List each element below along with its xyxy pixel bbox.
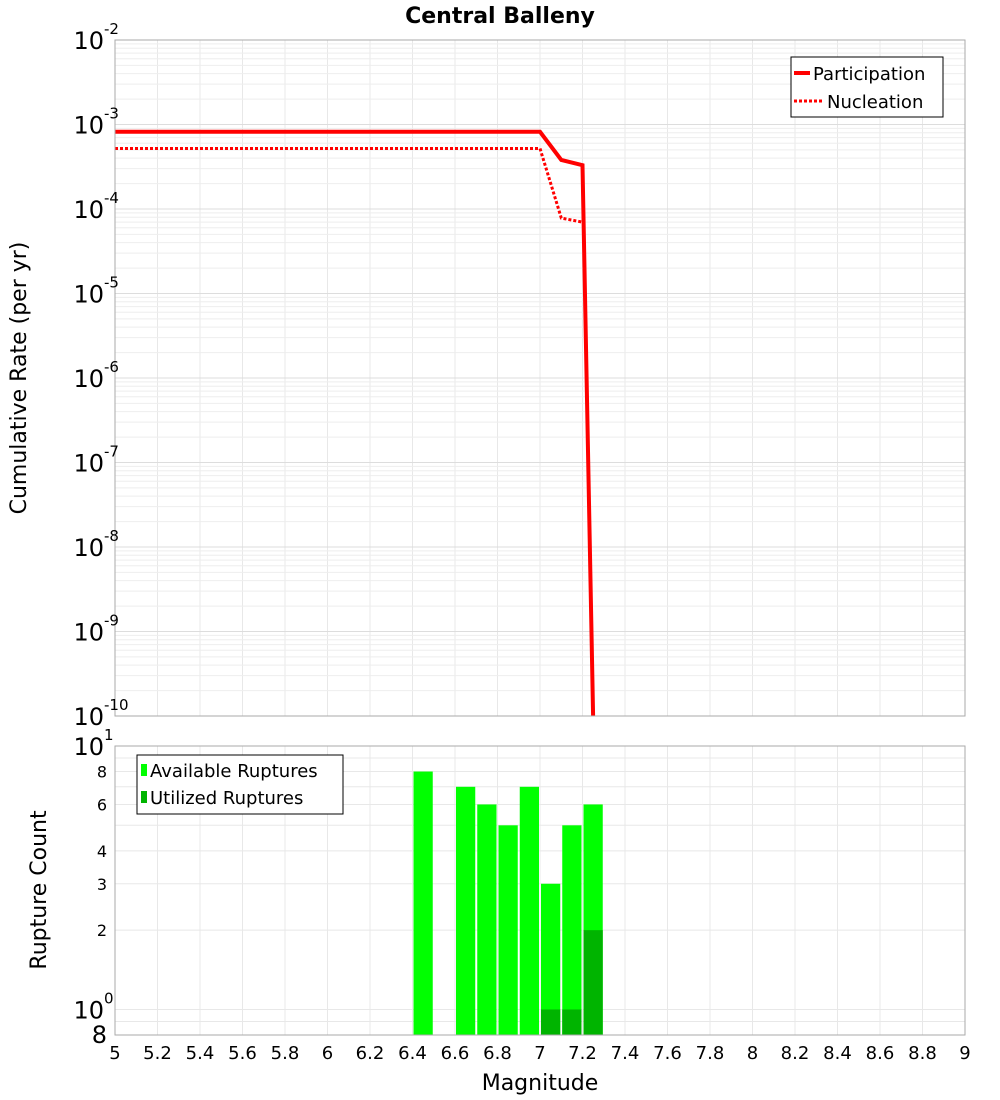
rupture-plot-ylabel: Rupture Count xyxy=(27,810,52,970)
y-tick-label: 6 xyxy=(97,795,107,814)
rate-plot-series xyxy=(115,129,596,716)
x-tick-label: 7.6 xyxy=(653,1043,682,1064)
x-tick-label: 7.2 xyxy=(568,1043,597,1064)
y-tick-label: 10 xyxy=(73,27,104,55)
y-tick-label: 8 xyxy=(97,763,107,782)
y-tick-label: 10 xyxy=(73,281,104,309)
x-tick-label: 8.8 xyxy=(908,1043,937,1064)
y-tick-exponent: 0 xyxy=(104,989,114,1007)
bar-available-ruptures xyxy=(456,786,476,1035)
rate-plot-frame xyxy=(114,39,966,717)
x-tick-label: 8.4 xyxy=(823,1043,852,1064)
bar-available-ruptures xyxy=(562,825,582,1035)
y-tick-exponent: -10 xyxy=(104,696,129,714)
series-line-participation xyxy=(115,129,596,716)
bar-available-ruptures xyxy=(498,825,518,1035)
y-tick-exponent: 1 xyxy=(104,726,114,744)
y-tick-exponent: -8 xyxy=(104,527,119,545)
x-tick-label: 5 xyxy=(109,1043,120,1064)
rupture-plot-frame xyxy=(114,745,966,1036)
x-tick-label: 6.4 xyxy=(398,1043,427,1064)
rate-plot-grid xyxy=(114,40,966,717)
y-tick-label: 10 xyxy=(73,703,104,731)
y-tick-exponent: -6 xyxy=(104,358,119,376)
legend-box-ruptures xyxy=(136,754,344,815)
y-tick-label: 10 xyxy=(73,112,104,140)
legend-swatch-utilized xyxy=(141,791,147,803)
legend-box xyxy=(790,56,944,118)
y-tick-label: 10 xyxy=(73,450,104,478)
chart-title: Central Balleny xyxy=(405,4,595,29)
x-tick-label: 7 xyxy=(534,1043,545,1064)
x-axis-ticks: 5 5.2 5.4 5.6 5.8 6 6.2 6.4 6.6 6.8 7 7.2 7.4 7.6 7.8 8… xyxy=(109,1043,970,1064)
y-tick-exponent: -3 xyxy=(104,105,119,123)
series-line-nucleation xyxy=(115,147,583,224)
y-tick-exponent: -9 xyxy=(104,612,119,630)
rupture-plot-legend: Available Ruptures Utilized Ruptures xyxy=(136,754,344,815)
bar-utilized-ruptures xyxy=(583,930,603,1035)
x-tick-label: 6.8 xyxy=(483,1043,512,1064)
x-tick-label: 7.8 xyxy=(696,1043,725,1064)
legend-label-participation: Participation xyxy=(813,64,925,85)
x-tick-label: 6 xyxy=(322,1043,333,1064)
legend-swatch-available xyxy=(141,764,147,776)
legend-label-nucleation: Nucleation xyxy=(827,92,923,113)
bar-available-ruptures xyxy=(413,771,433,1035)
x-tick-label: 8.2 xyxy=(781,1043,810,1064)
x-axis-label: Magnitude xyxy=(482,1071,599,1096)
bar-available-ruptures xyxy=(477,804,497,1035)
x-tick-label: 6.6 xyxy=(441,1043,470,1064)
x-tick-label: 5.8 xyxy=(271,1043,300,1064)
x-tick-label: 9 xyxy=(959,1043,970,1064)
y-tick-label: 2 xyxy=(97,921,107,940)
rate-plot-panel: 10-210-310-410-510-610-710-810-910-10 Cu… xyxy=(7,20,966,731)
bar-utilized-ruptures xyxy=(541,1009,561,1035)
y-tick-label: 10 xyxy=(73,619,104,647)
y-tick-label: 4 xyxy=(97,842,107,861)
legend-label-available: Available Ruptures xyxy=(150,761,318,782)
y-tick-label: 10 xyxy=(73,365,104,393)
rate-plot-y-ticks: 10-210-310-410-510-610-710-810-910-10 xyxy=(73,20,128,731)
y-tick-label: 8 xyxy=(92,1021,107,1049)
legend-label-utilized: Utilized Ruptures xyxy=(150,788,303,809)
x-tick-label: 5.2 xyxy=(143,1043,172,1064)
y-tick-label: 3 xyxy=(97,875,107,894)
x-tick-label: 5.4 xyxy=(186,1043,215,1064)
x-tick-label: 5.6 xyxy=(228,1043,257,1064)
x-tick-label: 8 xyxy=(747,1043,758,1064)
y-tick-label: 10 xyxy=(73,733,104,761)
y-tick-exponent: -5 xyxy=(104,274,119,292)
y-tick-label: 10 xyxy=(73,196,104,224)
y-tick-exponent: -4 xyxy=(104,189,119,207)
bar-utilized-ruptures xyxy=(562,1009,582,1035)
rate-plot-ylabel: Cumulative Rate (per yr) xyxy=(7,242,32,515)
y-tick-exponent: -7 xyxy=(104,443,119,461)
bar-available-ruptures xyxy=(519,786,539,1035)
rupture-plot-bars xyxy=(413,771,603,1035)
rate-plot-legend: Participation Nucleation xyxy=(790,56,944,118)
y-tick-label: 10 xyxy=(73,534,104,562)
bar-available-ruptures xyxy=(541,883,561,1035)
y-tick-label: 10 xyxy=(73,996,104,1024)
y-tick-exponent: -2 xyxy=(104,20,119,38)
x-tick-label: 7.4 xyxy=(611,1043,640,1064)
x-tick-label: 6.2 xyxy=(356,1043,385,1064)
x-tick-label: 8.6 xyxy=(866,1043,895,1064)
